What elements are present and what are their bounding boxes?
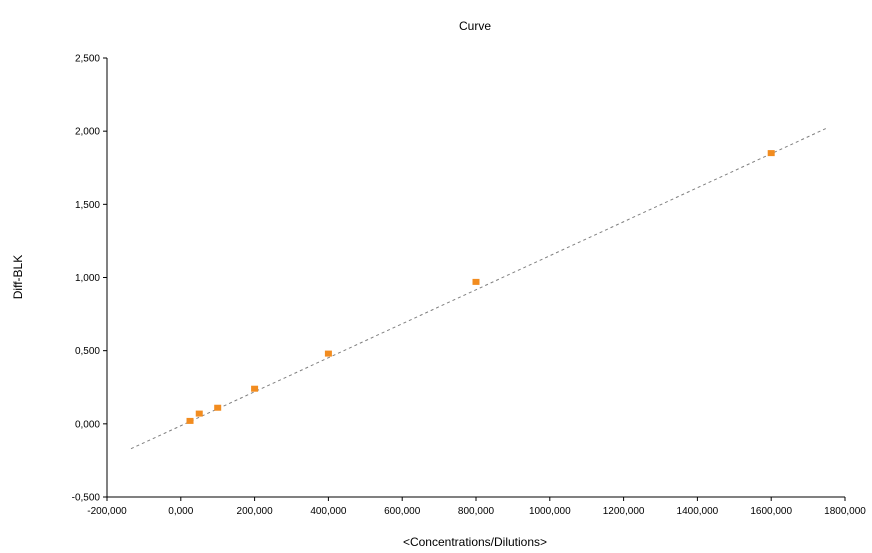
x-tick-label: 400,000 xyxy=(310,506,347,517)
trendline xyxy=(130,127,827,450)
data-point xyxy=(324,350,332,357)
x-tick-label: 800,000 xyxy=(458,506,495,517)
y-tick-label: 0,500 xyxy=(75,346,100,357)
trendline-line xyxy=(130,127,827,450)
y-tick-label: -0,500 xyxy=(72,493,101,504)
y-tick-label: 1,500 xyxy=(75,200,100,211)
data-point xyxy=(186,417,194,424)
x-tick-label: 1200,000 xyxy=(603,506,645,517)
data-point xyxy=(472,278,480,285)
y-tick-label: 2,000 xyxy=(75,127,100,138)
axes: -0,500 0,000 0,500 1,000 1,500 2,000 2,500 -200… xyxy=(72,54,867,518)
data-point xyxy=(195,410,203,417)
data-point xyxy=(767,150,775,157)
x-tick-label: 1600,000 xyxy=(750,506,792,517)
x-tick-label: 600,000 xyxy=(384,506,421,517)
x-tick-label: 200,000 xyxy=(237,506,274,517)
data-point xyxy=(251,385,259,392)
x-tick-label: 1000,000 xyxy=(529,506,571,517)
x-tick-label: 1400,000 xyxy=(677,506,719,517)
chart-title: Curve xyxy=(459,19,491,33)
x-tick-label: 1800,000 xyxy=(824,506,866,517)
x-tick-label: 0,000 xyxy=(168,506,193,517)
data-point xyxy=(214,404,222,411)
data-points xyxy=(186,150,775,424)
y-axis-title: Diff-BLK xyxy=(11,255,25,299)
y-tick-label: 2,500 xyxy=(75,54,100,65)
x-tick-label: -200,000 xyxy=(87,506,127,517)
y-tick-label: 1,000 xyxy=(75,273,100,284)
y-tick-label: 0,000 xyxy=(75,419,100,430)
x-axis-title: <Concentrations/Dilutions> xyxy=(403,535,547,549)
